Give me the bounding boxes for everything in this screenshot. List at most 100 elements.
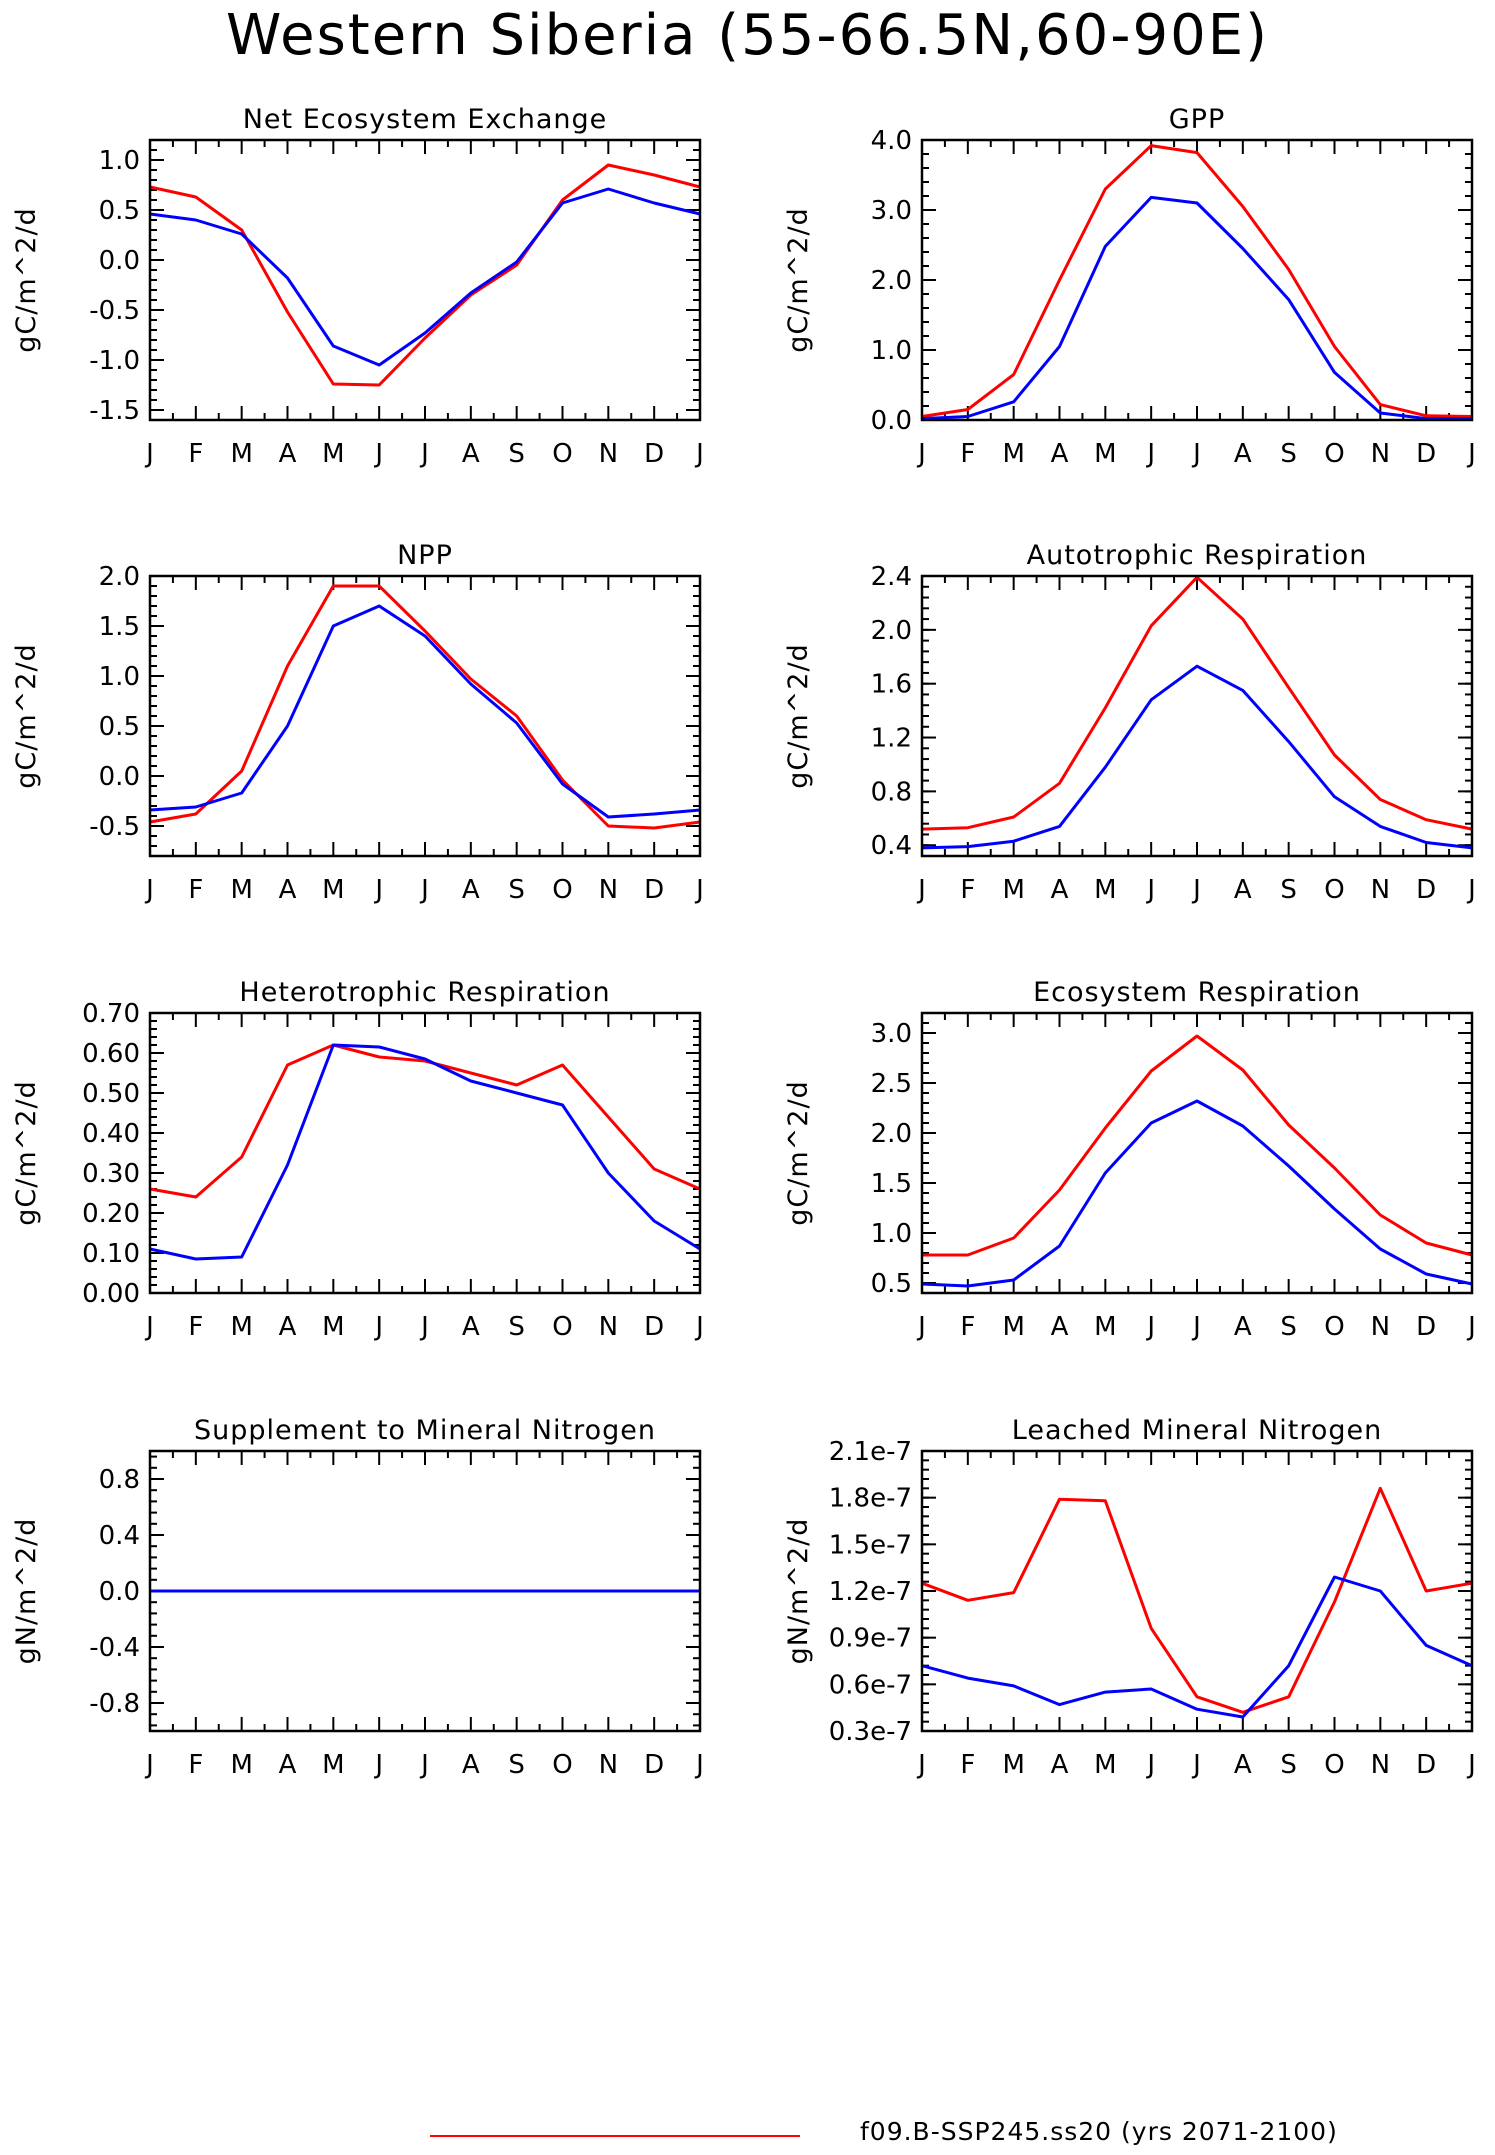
x-tick-label: J <box>1191 1750 1201 1780</box>
panel-title: Autotrophic Respiration <box>1027 540 1368 571</box>
x-tick-label: J <box>1191 1312 1201 1342</box>
series-line-red <box>922 1034 1473 1257</box>
y-tick-label: 1.5 <box>99 612 140 642</box>
x-tick-label: D <box>644 1750 664 1780</box>
x-tick-label: J <box>373 1312 383 1342</box>
x-tick-label: D <box>644 439 664 469</box>
y-tick-label: 1.0 <box>99 662 140 692</box>
x-tick-label: M <box>322 439 344 469</box>
plot-frame <box>148 1011 702 1295</box>
x-tick-label: S <box>1280 1312 1297 1342</box>
x-tick-label: A <box>1234 1312 1252 1342</box>
x-tick-label: F <box>188 439 203 469</box>
x-tick-label: F <box>188 1312 203 1342</box>
plot-frame <box>148 138 702 422</box>
y-tick-label: 1.0 <box>871 1219 912 1249</box>
x-tick-label: O <box>1324 1750 1344 1780</box>
x-tick-label: S <box>1280 875 1297 905</box>
x-tick-label: A <box>1234 875 1252 905</box>
x-tick-label: J <box>1466 1750 1476 1780</box>
y-tick-label: -1.5 <box>89 396 140 426</box>
y-tick-label: 0.4 <box>99 1521 140 1551</box>
y-tick-label: 4.0 <box>871 126 912 156</box>
x-tick-label: N <box>1371 1750 1390 1780</box>
x-tick-label: J <box>144 875 154 905</box>
x-tick-label: A <box>462 875 480 905</box>
panel-8: Leached Mineral Nitrogen gN/m^2/d 0.3e-7 0.… <box>783 1415 1476 1780</box>
x-tick-label: J <box>1191 875 1201 905</box>
y-axis-label: gC/m^2/d <box>11 643 42 788</box>
series-line-red <box>921 575 1473 831</box>
x-tick-label: M <box>230 1312 252 1342</box>
x-tick-label: J <box>916 875 926 905</box>
y-tick-label: 0.10 <box>82 1239 140 1269</box>
x-tick-label: F <box>960 875 975 905</box>
x-tick-label: J <box>419 1750 429 1780</box>
x-tick-label: A <box>1051 1750 1069 1780</box>
y-tick-label: 1.0 <box>99 146 140 176</box>
x-tick-label: M <box>1002 1750 1024 1780</box>
y-tick-label: 0.5 <box>99 712 140 742</box>
y-tick-label: 2.5 <box>871 1069 912 1099</box>
y-tick-label: 2.0 <box>871 266 912 296</box>
panel-title: GPP <box>1169 104 1226 135</box>
x-tick-label: S <box>508 1750 525 1780</box>
x-tick-label: M <box>1094 1312 1116 1342</box>
y-axis-label: gC/m^2/d <box>783 1080 814 1225</box>
y-tick-label: 0.70 <box>82 999 140 1029</box>
panel-title: NPP <box>397 540 453 571</box>
x-tick-label: M <box>1002 1312 1024 1342</box>
y-tick-label: 0.0 <box>99 246 140 276</box>
x-tick-label: N <box>599 1312 618 1342</box>
plot-frame <box>920 138 1474 422</box>
panel-title: Net Ecosystem Exchange <box>243 104 608 135</box>
y-tick-label: 0.0 <box>871 406 912 436</box>
panel-7: Supplement to Mineral Nitrogen gN/m^2/d -0… <box>11 1415 704 1780</box>
x-tick-label: J <box>144 1312 154 1342</box>
y-tick-label: 0.5 <box>871 1269 912 1299</box>
y-tick-label: 0.8 <box>871 777 912 807</box>
x-tick-label: O <box>1324 439 1344 469</box>
panel-4: Autotrophic Respiration gC/m^2/d 0.4 0.8 1.2… <box>783 540 1476 905</box>
x-tick-label: S <box>508 439 525 469</box>
x-tick-label: J <box>694 1750 704 1780</box>
y-axis-label: gC/m^2/d <box>11 1080 42 1225</box>
legend: f09.B-SSP245.ss20 (yrs 2071-2100) <box>430 2115 1430 2146</box>
x-tick-label: M <box>1002 439 1024 469</box>
y-tick-label: 2.0 <box>99 562 140 592</box>
panel-5: Heterotrophic Respiration gC/m^2/d 0.00 0.1… <box>11 977 704 1342</box>
x-tick-label: O <box>552 1312 572 1342</box>
x-tick-label: O <box>1324 1312 1344 1342</box>
x-tick-label: A <box>1051 875 1069 905</box>
x-tick-label: M <box>322 875 344 905</box>
x-tick-label: A <box>462 439 480 469</box>
panel-title: Supplement to Mineral Nitrogen <box>194 1415 656 1446</box>
y-tick-label: -0.5 <box>89 296 140 326</box>
y-tick-label: 1.8e-7 <box>829 1484 912 1514</box>
x-tick-label: J <box>144 439 154 469</box>
x-tick-label: J <box>1145 1312 1155 1342</box>
x-tick-label: A <box>462 1750 480 1780</box>
plot-frame <box>920 574 1474 858</box>
y-tick-label: 0.50 <box>82 1079 140 1109</box>
panel-title: Heterotrophic Respiration <box>239 977 610 1008</box>
x-tick-label: D <box>1416 1312 1436 1342</box>
y-tick-label: -0.8 <box>89 1689 140 1719</box>
series-line-red <box>921 144 1473 418</box>
x-tick-label: F <box>960 1750 975 1780</box>
y-axis-label: gC/m^2/d <box>11 207 42 352</box>
x-tick-label: J <box>1145 875 1155 905</box>
x-tick-label: M <box>230 1750 252 1780</box>
x-tick-label: O <box>552 875 572 905</box>
y-tick-label: 0.0 <box>99 762 140 792</box>
x-tick-label: J <box>916 1312 926 1342</box>
x-tick-label: A <box>1234 1750 1252 1780</box>
x-tick-label: M <box>1094 1750 1116 1780</box>
x-tick-label: D <box>1416 439 1436 469</box>
x-tick-label: D <box>644 1312 664 1342</box>
x-tick-label: A <box>279 439 297 469</box>
x-tick-label: D <box>644 875 664 905</box>
x-tick-label: S <box>1280 1750 1297 1780</box>
x-tick-label: O <box>1324 875 1344 905</box>
